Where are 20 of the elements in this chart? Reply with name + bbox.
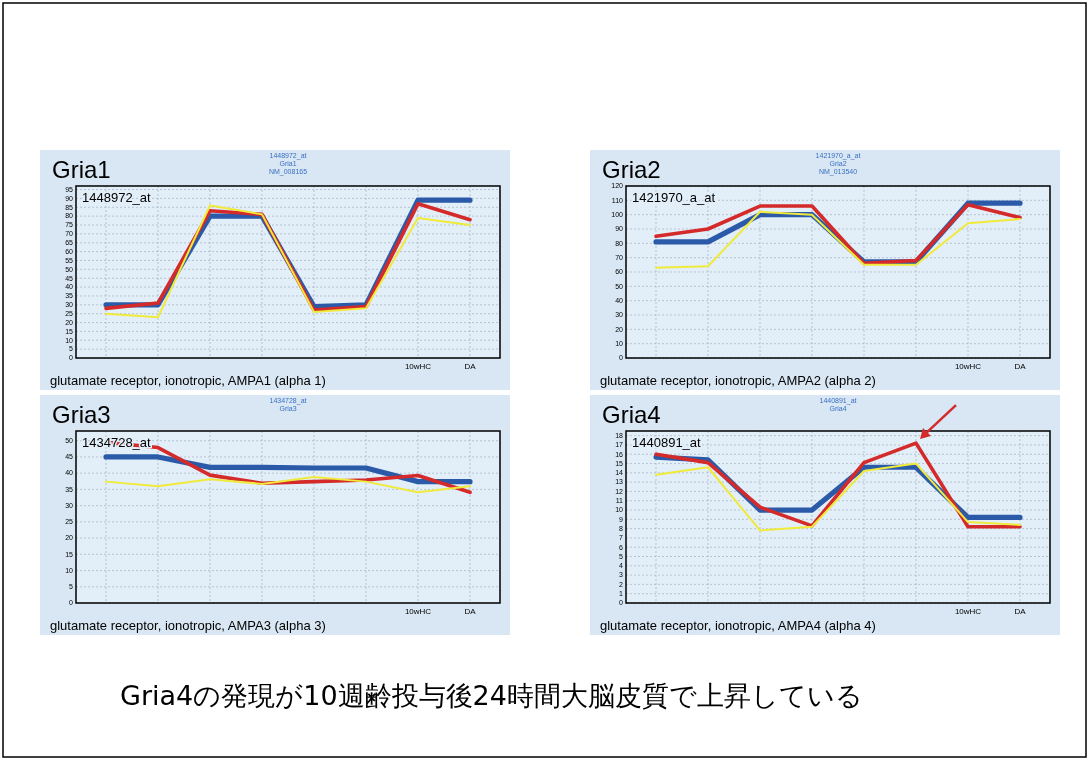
text: glutamate receptor, ionotropic, AMPA2 (alpha 2) xyxy=(600,373,876,388)
x-tick-label: DA xyxy=(1014,607,1027,616)
x-tick-label: DA xyxy=(464,362,477,371)
annotation: 1440891_at xyxy=(632,435,702,450)
annotation: 1448972_at xyxy=(82,190,152,205)
text: Gria4の発現が10週齢投与後24時間大脳皮質で上昇している xyxy=(120,680,863,711)
x-tick-label: 10wHC xyxy=(404,362,432,371)
chart-title: Gria3 xyxy=(52,401,111,428)
text: glutamate receptor, ionotropic, AMPA3 (alpha 3) xyxy=(50,618,326,633)
chart-title: Gria4 xyxy=(602,401,661,428)
chart-title: Gria1 xyxy=(52,156,111,183)
text: glutamate receptor, ionotropic, AMPA4 (alpha 4) xyxy=(600,618,876,633)
annotation: 1421970_a_at xyxy=(632,190,716,205)
x-tick-label: 10wHC xyxy=(404,607,432,616)
x-tick-label: DA xyxy=(464,607,477,616)
x-tick-label: DA xyxy=(1014,362,1027,371)
x-tick-label: 10wHC xyxy=(954,362,982,371)
text: glutamate receptor, ionotropic, AMPA1 (alpha 1) xyxy=(50,373,326,388)
chart-title: Gria2 xyxy=(602,156,661,183)
x-tick-label: 10wHC xyxy=(954,607,982,616)
